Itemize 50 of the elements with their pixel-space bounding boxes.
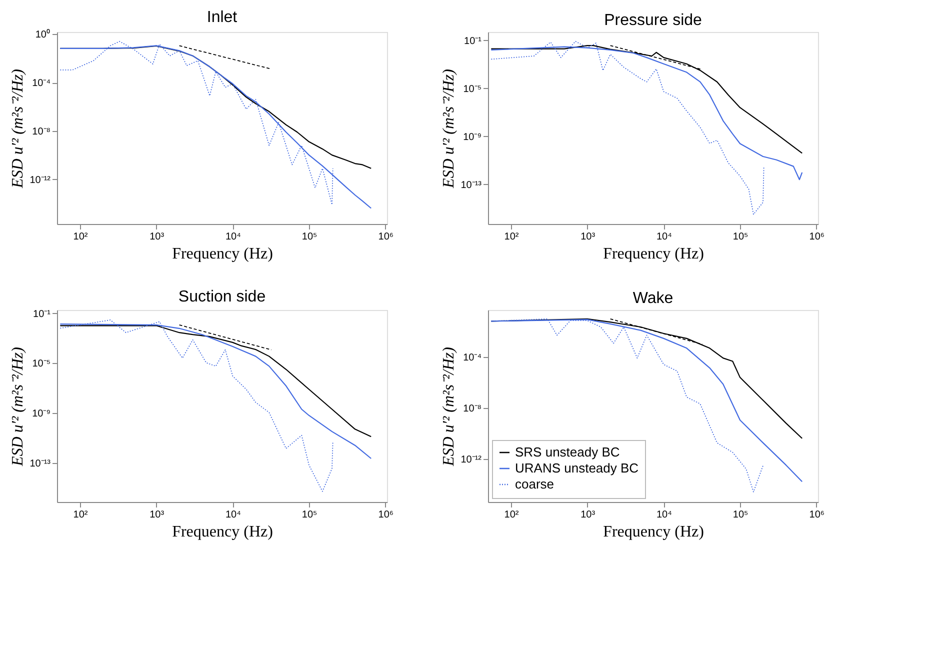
x-tick-label: 10⁴ bbox=[225, 510, 241, 520]
x-axis-title: Frequency (Hz) bbox=[172, 246, 273, 262]
y-tick-label: 10⁻¹ bbox=[464, 36, 482, 47]
y-axis-title: ESD u′² (m²s⁻²/Hz) bbox=[440, 69, 458, 189]
x-tick-label: 10⁶ bbox=[378, 232, 394, 242]
x-tick-label: 10² bbox=[504, 232, 520, 242]
y-axis-title: ESD u′² (m²s⁻²/Hz) bbox=[10, 347, 27, 467]
x-tick-label: 10² bbox=[73, 232, 88, 242]
x-axis-title: Frequency (Hz) bbox=[172, 524, 273, 540]
y-tick-label: 10⁻¹³ bbox=[30, 458, 52, 470]
x-tick-label: 10³ bbox=[580, 510, 596, 520]
legend-label: SRS unsteady BC bbox=[515, 444, 620, 460]
x-tick-label: 10⁴ bbox=[656, 510, 672, 520]
x-axis-title: Frequency (Hz) bbox=[603, 246, 704, 262]
y-tick-label: 10⁻⁴ bbox=[32, 78, 50, 90]
y-tick-label: 10⁻¹ bbox=[33, 308, 52, 320]
y-tick-label: 10⁻¹² bbox=[460, 454, 482, 466]
y-tick-label: 10⁻⁴ bbox=[463, 352, 482, 364]
y-tick-label: 10⁻¹² bbox=[30, 174, 52, 186]
y-axis-title: ESD u′² (m²s⁻²/Hz) bbox=[440, 347, 458, 467]
x-axis-title: Frequency (Hz) bbox=[603, 524, 704, 540]
y-tick-label: 10⁻¹³ bbox=[460, 180, 482, 191]
y-tick-label: 10⁻⁵ bbox=[32, 358, 50, 370]
y-tick-label: 10⁻⁸ bbox=[32, 126, 50, 138]
x-tick-label: 10³ bbox=[150, 232, 165, 242]
chart-title: Suction side bbox=[178, 288, 266, 306]
y-axis-title: ESD u′² (m²s⁻²/Hz) bbox=[10, 69, 27, 189]
x-tick-label: 10⁵ bbox=[732, 232, 748, 242]
chart-title: Inlet bbox=[206, 9, 238, 26]
chart-title: Wake bbox=[632, 290, 674, 307]
x-tick-label: 10⁴ bbox=[656, 232, 672, 242]
x-tick-label: 10³ bbox=[580, 232, 596, 242]
x-tick-label: 10² bbox=[73, 510, 88, 520]
y-tick-label: 10⁻⁹ bbox=[32, 408, 50, 420]
x-tick-label: 10⁵ bbox=[732, 510, 748, 520]
y-tick-label: 10⁰ bbox=[35, 28, 50, 41]
x-tick-label: 10⁶ bbox=[378, 510, 394, 520]
legend-label: coarse bbox=[515, 476, 554, 492]
x-tick-label: 10⁵ bbox=[302, 232, 318, 242]
x-tick-label: 10² bbox=[504, 510, 520, 520]
legend-label: URANS unsteady BC bbox=[515, 460, 639, 476]
y-tick-label: 10⁻⁹ bbox=[463, 132, 482, 143]
y-tick-label: 10⁻⁵ bbox=[463, 84, 482, 95]
x-tick-label: 10³ bbox=[150, 510, 165, 520]
x-tick-label: 10⁵ bbox=[302, 510, 318, 520]
chart-title: Pressure side bbox=[604, 12, 702, 29]
x-tick-label: 10⁶ bbox=[809, 232, 825, 242]
y-tick-label: 10⁻⁸ bbox=[463, 403, 482, 414]
x-tick-label: 10⁶ bbox=[809, 510, 825, 520]
x-tick-label: 10⁴ bbox=[225, 232, 241, 242]
